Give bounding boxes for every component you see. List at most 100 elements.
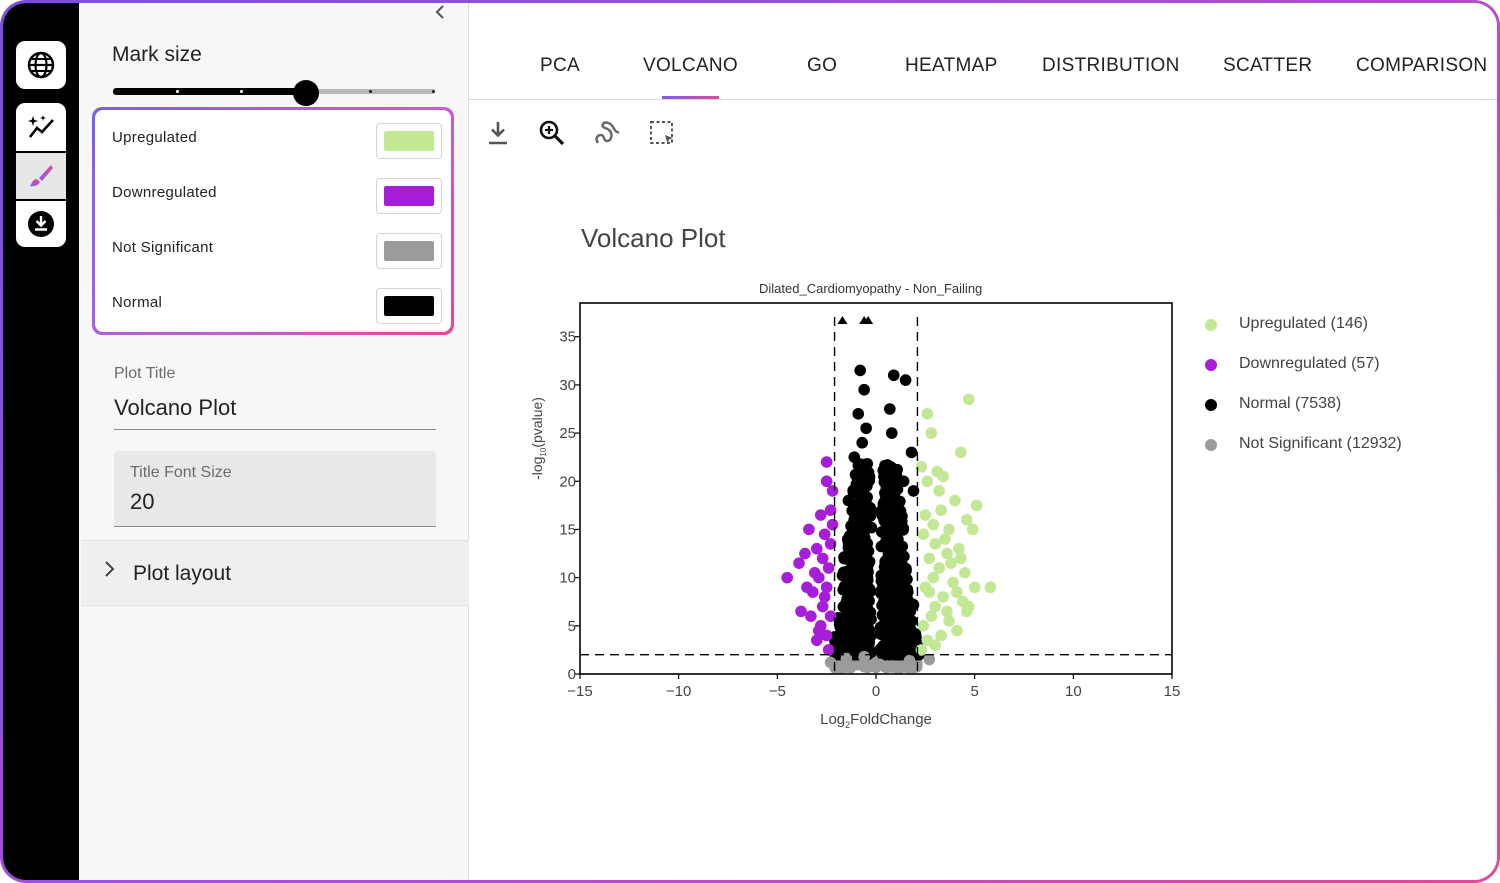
title-font-size-label: Title Font Size: [130, 464, 232, 481]
color-label: Not Significant: [112, 239, 214, 256]
data-point: [915, 644, 928, 656]
data-point: [858, 465, 870, 478]
globe-icon[interactable]: [16, 41, 66, 89]
data-point: [951, 624, 963, 637]
data-point: [816, 600, 829, 613]
data-point: [923, 586, 936, 598]
data-point: [929, 639, 941, 651]
slider-handle[interactable]: [293, 80, 320, 106]
y-tick-label: 15: [559, 521, 576, 538]
data-point: [858, 650, 870, 663]
data-point: [878, 470, 890, 483]
data-point: [856, 436, 868, 449]
data-point: [937, 470, 949, 483]
data-point: [805, 610, 817, 622]
data-point: [799, 547, 811, 560]
plot-title-input[interactable]: Volcano Plot: [114, 395, 436, 430]
plot-layout-accordion[interactable]: Plot layout: [81, 540, 469, 606]
brush-icon[interactable]: [16, 151, 66, 199]
data-point: [874, 628, 887, 640]
data-point: [841, 630, 854, 643]
y-tick-label: 5: [568, 618, 576, 635]
settings-panel: Mark size Upregulated Downregulated: [79, 3, 469, 880]
data-point: [852, 485, 865, 497]
plot-subtitle: Dilated_Cardiomyopathy - Non_Failing: [759, 281, 983, 296]
tab-scatter[interactable]: SCATTER: [1223, 55, 1313, 76]
legend-item[interactable]: Normal (7538): [1239, 395, 1342, 412]
x-tick-label: 10: [1065, 683, 1082, 700]
tab-comparison[interactable]: COMPARISON: [1356, 55, 1488, 76]
data-point: [858, 383, 870, 396]
color-label: Upregulated: [112, 129, 198, 146]
data-point: [949, 494, 961, 507]
tab-volcano[interactable]: VOLCANO: [643, 55, 739, 76]
zoom-in-icon[interactable]: [537, 118, 567, 148]
data-point: [935, 629, 947, 642]
data-point: [889, 628, 902, 641]
data-point: [795, 605, 807, 618]
legend-item[interactable]: Not Significant (12932): [1239, 435, 1402, 452]
x-tick-label: −15: [567, 683, 592, 700]
x-axis-label: Log2FoldChange: [820, 711, 932, 730]
color-label: Downregulated: [112, 184, 217, 201]
data-point: [941, 547, 953, 560]
download-circle-icon[interactable]: [16, 199, 66, 247]
x-tick-label: −10: [666, 683, 691, 700]
data-point: [884, 403, 896, 415]
mark-size-slider[interactable]: [113, 80, 435, 106]
color-row-downregulated: Downregulated: [112, 178, 442, 218]
data-point: [824, 504, 837, 516]
box-select-icon[interactable]: [647, 118, 677, 148]
color-picker-not-significant[interactable]: [376, 233, 442, 269]
x-tick-label: 0: [872, 683, 880, 700]
data-point: [834, 621, 846, 633]
tab-pca[interactable]: PCA: [540, 55, 580, 76]
sparkle-chart-icon[interactable]: [16, 103, 66, 151]
data-point: [947, 576, 959, 589]
data-point: [811, 542, 823, 555]
data-point: [925, 610, 938, 622]
data-point: [876, 509, 889, 522]
collapse-panel-icon[interactable]: [433, 3, 447, 26]
y-tick-label: 20: [559, 473, 576, 490]
title-font-size-field[interactable]: Title Font Size 20: [114, 451, 436, 527]
color-row-not-significant: Not Significant: [112, 233, 442, 273]
data-point: [891, 532, 903, 545]
tab-distribution[interactable]: DISTRIBUTION: [1042, 55, 1180, 76]
data-point: [847, 600, 860, 612]
data-point: [959, 567, 971, 579]
data-point: [887, 584, 900, 596]
color-label: Normal: [112, 294, 163, 311]
data-point: [881, 524, 894, 537]
main-content: PCA VOLCANO GO HEATMAP DISTRIBUTION SCAT…: [469, 3, 1497, 880]
data-point: [854, 364, 867, 377]
download-icon[interactable]: [483, 118, 513, 148]
x-tick-label: 5: [970, 683, 978, 700]
color-picker-upregulated[interactable]: [376, 123, 442, 159]
data-point: [816, 552, 829, 565]
data-point: [803, 523, 815, 536]
data-point: [880, 554, 893, 566]
data-point: [923, 653, 936, 666]
color-picker-downregulated[interactable]: [376, 178, 442, 214]
data-point: [848, 582, 860, 595]
data-point: [826, 485, 839, 497]
data-point: [822, 644, 835, 656]
data-point: [962, 600, 975, 613]
legend-item[interactable]: Upregulated (146): [1239, 315, 1368, 332]
lasso-icon[interactable]: [592, 118, 622, 148]
volcano-chart[interactable]: −15 −10 −5 0 5 10 15 0 5 10 15 20 25 30 35 Log2FoldChan…: [469, 3, 1497, 880]
analysis-tabs: PCA VOLCANO GO HEATMAP DISTRIBUTION SCAT…: [469, 3, 1497, 100]
data-point: [960, 514, 973, 526]
tab-heatmap[interactable]: HEATMAP: [905, 55, 998, 76]
data-point: [904, 623, 917, 636]
data-point: [863, 555, 876, 568]
data-point: [809, 567, 821, 579]
title-font-size-value[interactable]: 20: [130, 489, 155, 514]
tab-go[interactable]: GO: [807, 55, 838, 76]
data-point: [899, 374, 912, 386]
color-picker-normal[interactable]: [376, 288, 442, 324]
plot-layout-label: Plot layout: [133, 562, 232, 585]
chevron-right-icon: [103, 559, 115, 585]
legend-item[interactable]: Downregulated (57): [1239, 355, 1380, 372]
